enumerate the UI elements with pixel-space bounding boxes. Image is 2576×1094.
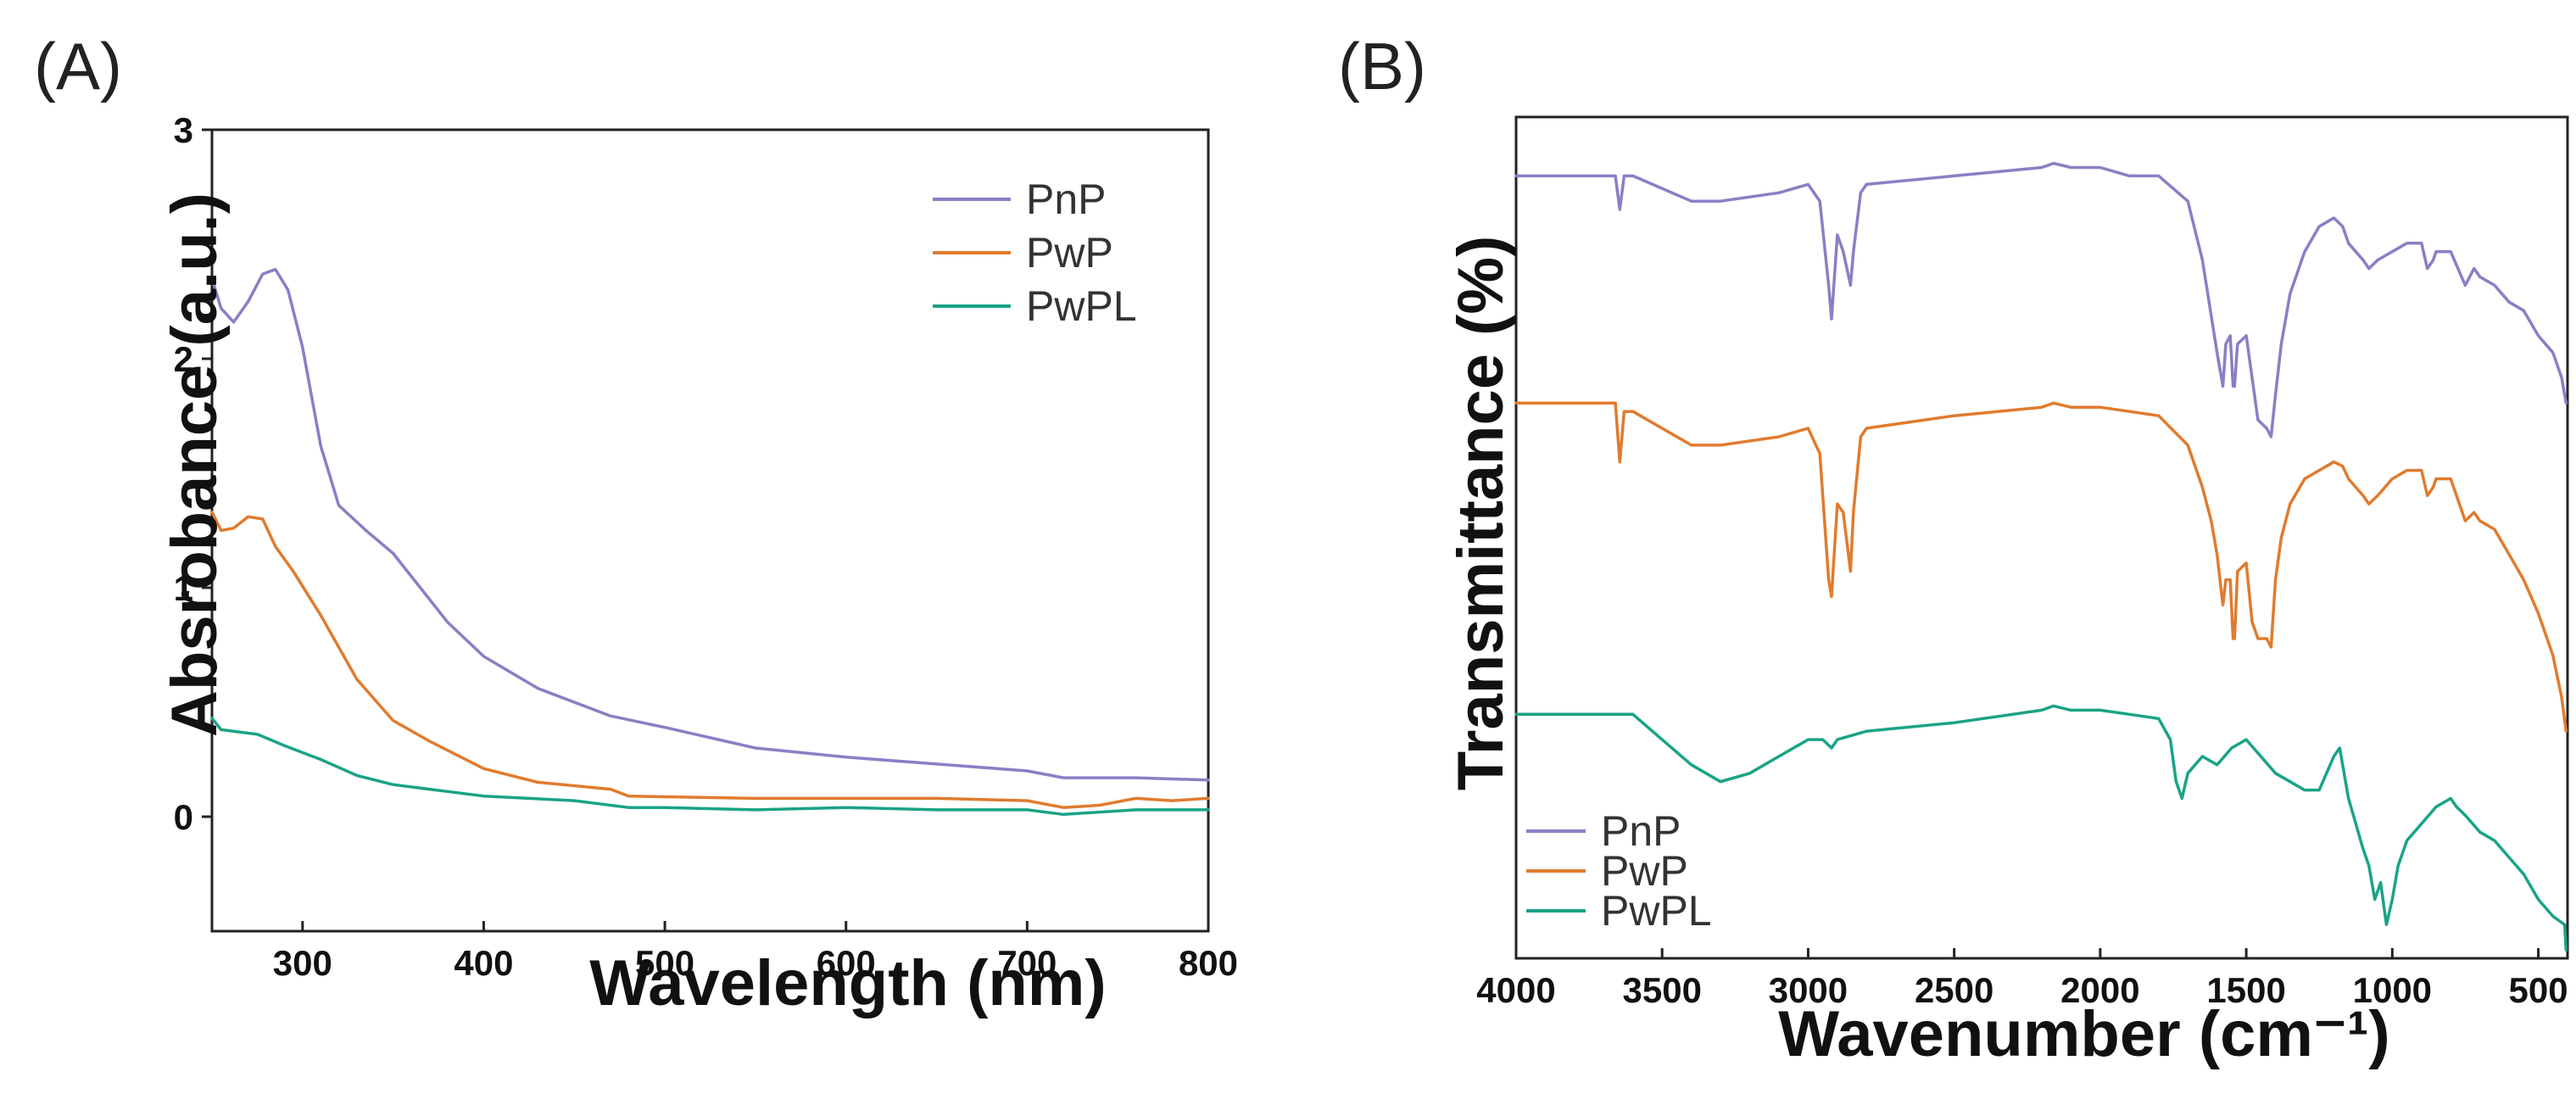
- panel-b-x-tick-label: 4000: [1476, 970, 1555, 1010]
- panel-a-x-tick-label: 500: [635, 943, 694, 983]
- panel-a-series-pwp: [210, 511, 1210, 809]
- panel-a-series-pnp: [210, 267, 1210, 782]
- panel-a-series-group: [210, 267, 1210, 817]
- panel-a-legend: PnP PwP PwPL: [933, 176, 1137, 330]
- panel-b-x-tick-label: 3500: [1623, 970, 1702, 1010]
- panel-b-series-pnp: [1514, 161, 2568, 438]
- panel-b-y-axis-label: Transmittance (%): [1445, 236, 1517, 791]
- panel-a-x-tick-label: 800: [1179, 943, 1238, 983]
- panel-b: (B) 4000 3500 3000 2500 2000 1500 1000 500 PnPP…: [1338, 29, 2569, 1070]
- panel-a-y-tick-label: 2: [174, 339, 193, 379]
- panel-a-ticks: 300 400 500 600 700 800 0 1 2 3: [174, 110, 1238, 983]
- panel-a-y-axis-label: Absrobance (a.u.): [159, 193, 231, 737]
- panel-a-label: (A): [34, 29, 122, 103]
- panel-a-legend-label-pwp: PwP: [1026, 229, 1113, 276]
- panel-a-x-axis-label: Wavelength (nm): [589, 947, 1106, 1019]
- panel-b-x-axis-label: Wavenumber (cm⁻¹): [1778, 998, 2389, 1070]
- panel-a-y-tick-label: 3: [174, 110, 193, 150]
- panel-a-series-pwpl: [210, 717, 1210, 817]
- panel-b-axes-frame: [1514, 115, 2569, 960]
- panel-a: (A) 300 400 500 600 700 800 0 1 2 3 PnP PwP PwPL Wa…: [34, 29, 1238, 1019]
- panel-b-x-tick-label: 2000: [2060, 970, 2139, 1010]
- panel-b-legend-label-pwp: PwP: [1601, 847, 1688, 895]
- panel-a-legend-label-pnp: PnP: [1026, 176, 1107, 223]
- panel-b-x-tick-label: 1500: [2206, 970, 2285, 1010]
- panel-a-y-tick-label: 1: [174, 568, 193, 608]
- panel-a-y-tick-label: 0: [174, 797, 193, 837]
- panel-a-axes-frame: [210, 128, 1210, 933]
- panel-b-label: (B): [1338, 29, 1426, 103]
- panel-b-legend-label-pnp: PnP: [1601, 807, 1681, 855]
- panel-a-x-tick-label: 700: [997, 943, 1057, 983]
- panel-b-legend-label-pwpl: PwPL: [1601, 887, 1712, 935]
- panel-a-x-tick-label: 600: [817, 943, 876, 983]
- panel-b-x-tick-label: 500: [2509, 970, 2568, 1010]
- panel-b-x-tick-label: 1000: [2353, 970, 2432, 1010]
- panel-b-x-tick-label: 3000: [1769, 970, 1848, 1010]
- panel-b-ticks: 4000 3500 3000 2500 2000 1500 1000 500: [1476, 115, 2569, 1010]
- panel-b-x-tick-label: 2500: [1915, 970, 1993, 1010]
- panel-b-series-pwp: [1514, 401, 2568, 733]
- panel-a-legend-label-pwpl: PwPL: [1026, 282, 1137, 330]
- panel-a-x-tick-label: 400: [454, 943, 513, 983]
- panel-b-series-pwpl: [1514, 704, 2568, 952]
- panel-b-series-group: [1514, 161, 2568, 952]
- panel-a-x-tick-label: 300: [273, 943, 332, 983]
